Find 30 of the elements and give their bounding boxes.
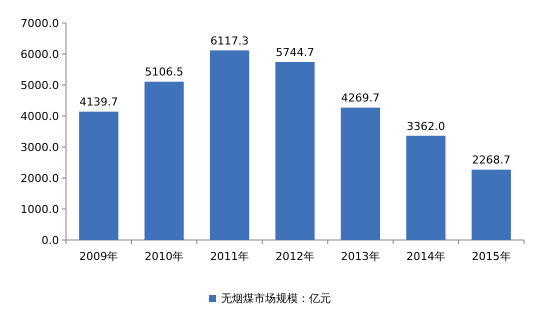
y-tick-label: 1000.0 (20, 203, 59, 216)
y-tick-label: 4000.0 (20, 110, 59, 123)
y-tick-label: 0.0 (42, 234, 59, 247)
x-tick-label: 2013年 (340, 250, 380, 263)
y-tick-label: 2000.0 (20, 172, 59, 185)
bar (210, 50, 250, 240)
data-label: 3362.0 (406, 120, 446, 133)
data-label: 2268.7 (472, 154, 511, 167)
y-tick-label: 5000.0 (20, 79, 59, 92)
x-tick-label: 2012年 (276, 250, 314, 263)
data-label: 4269.7 (341, 92, 380, 105)
bar (406, 136, 446, 240)
x-tick-label: 2014年 (406, 250, 446, 263)
data-label: 4139.7 (79, 96, 118, 109)
x-tick-label: 2010年 (144, 250, 184, 263)
bar (275, 62, 315, 240)
y-tick-label: 7000.0 (20, 17, 59, 30)
bar (340, 108, 380, 240)
bar (472, 170, 511, 240)
x-tick-label: 2011年 (210, 250, 250, 263)
bar (79, 112, 118, 240)
data-label: 5744.7 (276, 46, 314, 59)
legend-label: 无烟煤市场规模：亿元 (221, 292, 331, 305)
bar (144, 82, 184, 240)
data-label: 6117.3 (210, 34, 249, 48)
data-label: 5106.5 (144, 66, 184, 79)
y-tick-label: 3000.0 (20, 141, 59, 154)
x-tick-label: 2015年 (472, 250, 511, 263)
y-tick-label: 6000.0 (20, 48, 59, 61)
x-tick-label: 2009年 (79, 250, 118, 263)
